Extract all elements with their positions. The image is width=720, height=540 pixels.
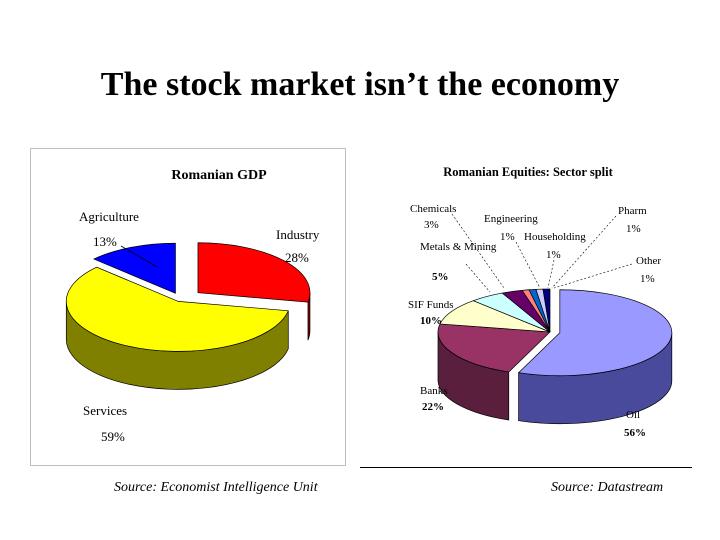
label-engineering-value: 1%	[500, 231, 515, 243]
label-chemicals-name: Chemicals	[410, 203, 456, 215]
pie-slice-oil	[517, 289, 673, 377]
leader-chemicals	[451, 213, 505, 289]
equities-pie-chart: Romanian Equities: Sector split Chemical…	[408, 165, 673, 439]
gdp-pie-chart: Romanian GDP Agriculture 13% Industry 28…	[65, 168, 320, 444]
label-services-name: Services	[83, 403, 127, 418]
leader-engineering	[515, 241, 541, 289]
label-sif-name: SIF Funds	[408, 299, 454, 311]
pie-slice-banks	[437, 323, 551, 373]
label-pharm-value: 1%	[626, 223, 641, 235]
label-oil-name: Oil	[626, 409, 640, 421]
label-sif-value: 10%	[420, 315, 442, 327]
label-metals-value: 5%	[432, 271, 449, 283]
label-householding-value: 1%	[546, 249, 561, 261]
source-left: Source: Economist Intelligence Unit	[114, 480, 318, 495]
leader-metals	[465, 263, 491, 293]
slide-title: The stock market isn’t the economy	[100, 66, 620, 103]
leader-agriculture	[120, 245, 158, 268]
label-banks-value: 22%	[422, 401, 444, 413]
pie-slice-industry	[197, 242, 311, 303]
leader-other	[553, 263, 633, 289]
equities-chart-panel: Romanian Equities: Sector split Chemical…	[398, 152, 696, 462]
gdp-chart-title: Romanian GDP	[171, 168, 267, 183]
label-other-value: 1%	[640, 273, 655, 285]
label-engineering-name: Engineering	[484, 213, 538, 225]
source-divider-line	[360, 467, 692, 468]
pie-slice-agriculture	[92, 242, 176, 294]
label-chemicals-value: 3%	[424, 219, 439, 231]
label-industry-value: 28%	[285, 250, 309, 265]
label-other-name: Other	[636, 255, 661, 267]
pie-slice-other	[542, 288, 551, 333]
equities-chart-title: Romanian Equities: Sector split	[443, 165, 613, 179]
label-householding-name: Householding	[524, 231, 586, 243]
label-agriculture-name: Agriculture	[79, 209, 139, 224]
leader-pharm	[551, 215, 617, 289]
pie-slice-services	[65, 266, 289, 352]
label-banks-name: Banks	[420, 385, 448, 397]
leader-householding	[547, 259, 555, 289]
label-services-value: 59%	[101, 429, 125, 444]
label-metals-name: Metals & Mining	[420, 241, 497, 253]
label-pharm-name: Pharm	[618, 205, 647, 217]
label-agriculture-value: 13%	[93, 234, 117, 249]
label-industry-name: Industry	[276, 227, 320, 242]
gdp-chart-panel: Romanian GDP Agriculture 13% Industry 28…	[30, 148, 346, 466]
source-right: Source: Datastream	[551, 480, 664, 495]
label-oil-value: 56%	[624, 427, 646, 439]
